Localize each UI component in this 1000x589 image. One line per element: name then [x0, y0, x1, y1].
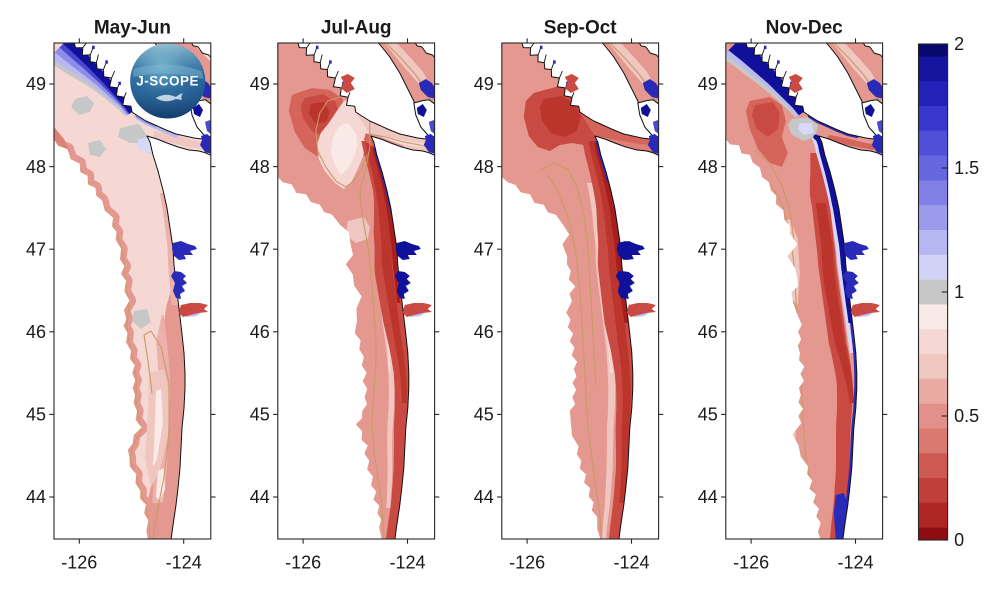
svg-text:47: 47: [26, 239, 46, 259]
svg-text:0.5: 0.5: [954, 406, 979, 426]
svg-text:47: 47: [250, 239, 270, 259]
svg-text:Nov-Dec: Nov-Dec: [766, 18, 844, 39]
svg-text:-126: -126: [733, 553, 769, 573]
svg-text:-126: -126: [509, 553, 545, 573]
svg-text:-124: -124: [166, 553, 202, 573]
svg-text:Jul-Aug: Jul-Aug: [321, 18, 392, 39]
svg-text:-126: -126: [285, 553, 321, 573]
svg-text:Sep-Oct: Sep-Oct: [544, 18, 618, 39]
svg-text:0: 0: [954, 530, 964, 550]
svg-text:46: 46: [698, 322, 718, 342]
svg-text:44: 44: [698, 487, 718, 507]
svg-text:49: 49: [250, 74, 270, 94]
svg-text:48: 48: [26, 157, 46, 177]
svg-text:44: 44: [250, 487, 270, 507]
svg-text:-126: -126: [61, 553, 97, 573]
svg-text:-124: -124: [837, 553, 873, 573]
svg-text:2: 2: [954, 34, 964, 54]
svg-text:46: 46: [250, 322, 270, 342]
svg-text:48: 48: [474, 157, 494, 177]
svg-text:45: 45: [474, 405, 494, 425]
svg-text:49: 49: [474, 74, 494, 94]
svg-text:-124: -124: [389, 553, 425, 573]
svg-text:J-SCOPE: J-SCOPE: [136, 74, 199, 89]
svg-text:1.5: 1.5: [954, 158, 979, 178]
svg-text:1: 1: [954, 282, 964, 302]
svg-text:49: 49: [698, 74, 718, 94]
svg-text:45: 45: [698, 405, 718, 425]
svg-text:-124: -124: [613, 553, 649, 573]
svg-text:May-Jun: May-Jun: [94, 18, 171, 39]
svg-text:46: 46: [26, 322, 46, 342]
svg-text:48: 48: [698, 157, 718, 177]
svg-text:44: 44: [474, 487, 494, 507]
svg-text:45: 45: [26, 405, 46, 425]
svg-text:49: 49: [26, 74, 46, 94]
svg-text:44: 44: [26, 487, 46, 507]
svg-text:47: 47: [698, 239, 718, 259]
svg-text:48: 48: [250, 157, 270, 177]
svg-text:45: 45: [250, 405, 270, 425]
svg-text:47: 47: [474, 239, 494, 259]
svg-text:46: 46: [474, 322, 494, 342]
